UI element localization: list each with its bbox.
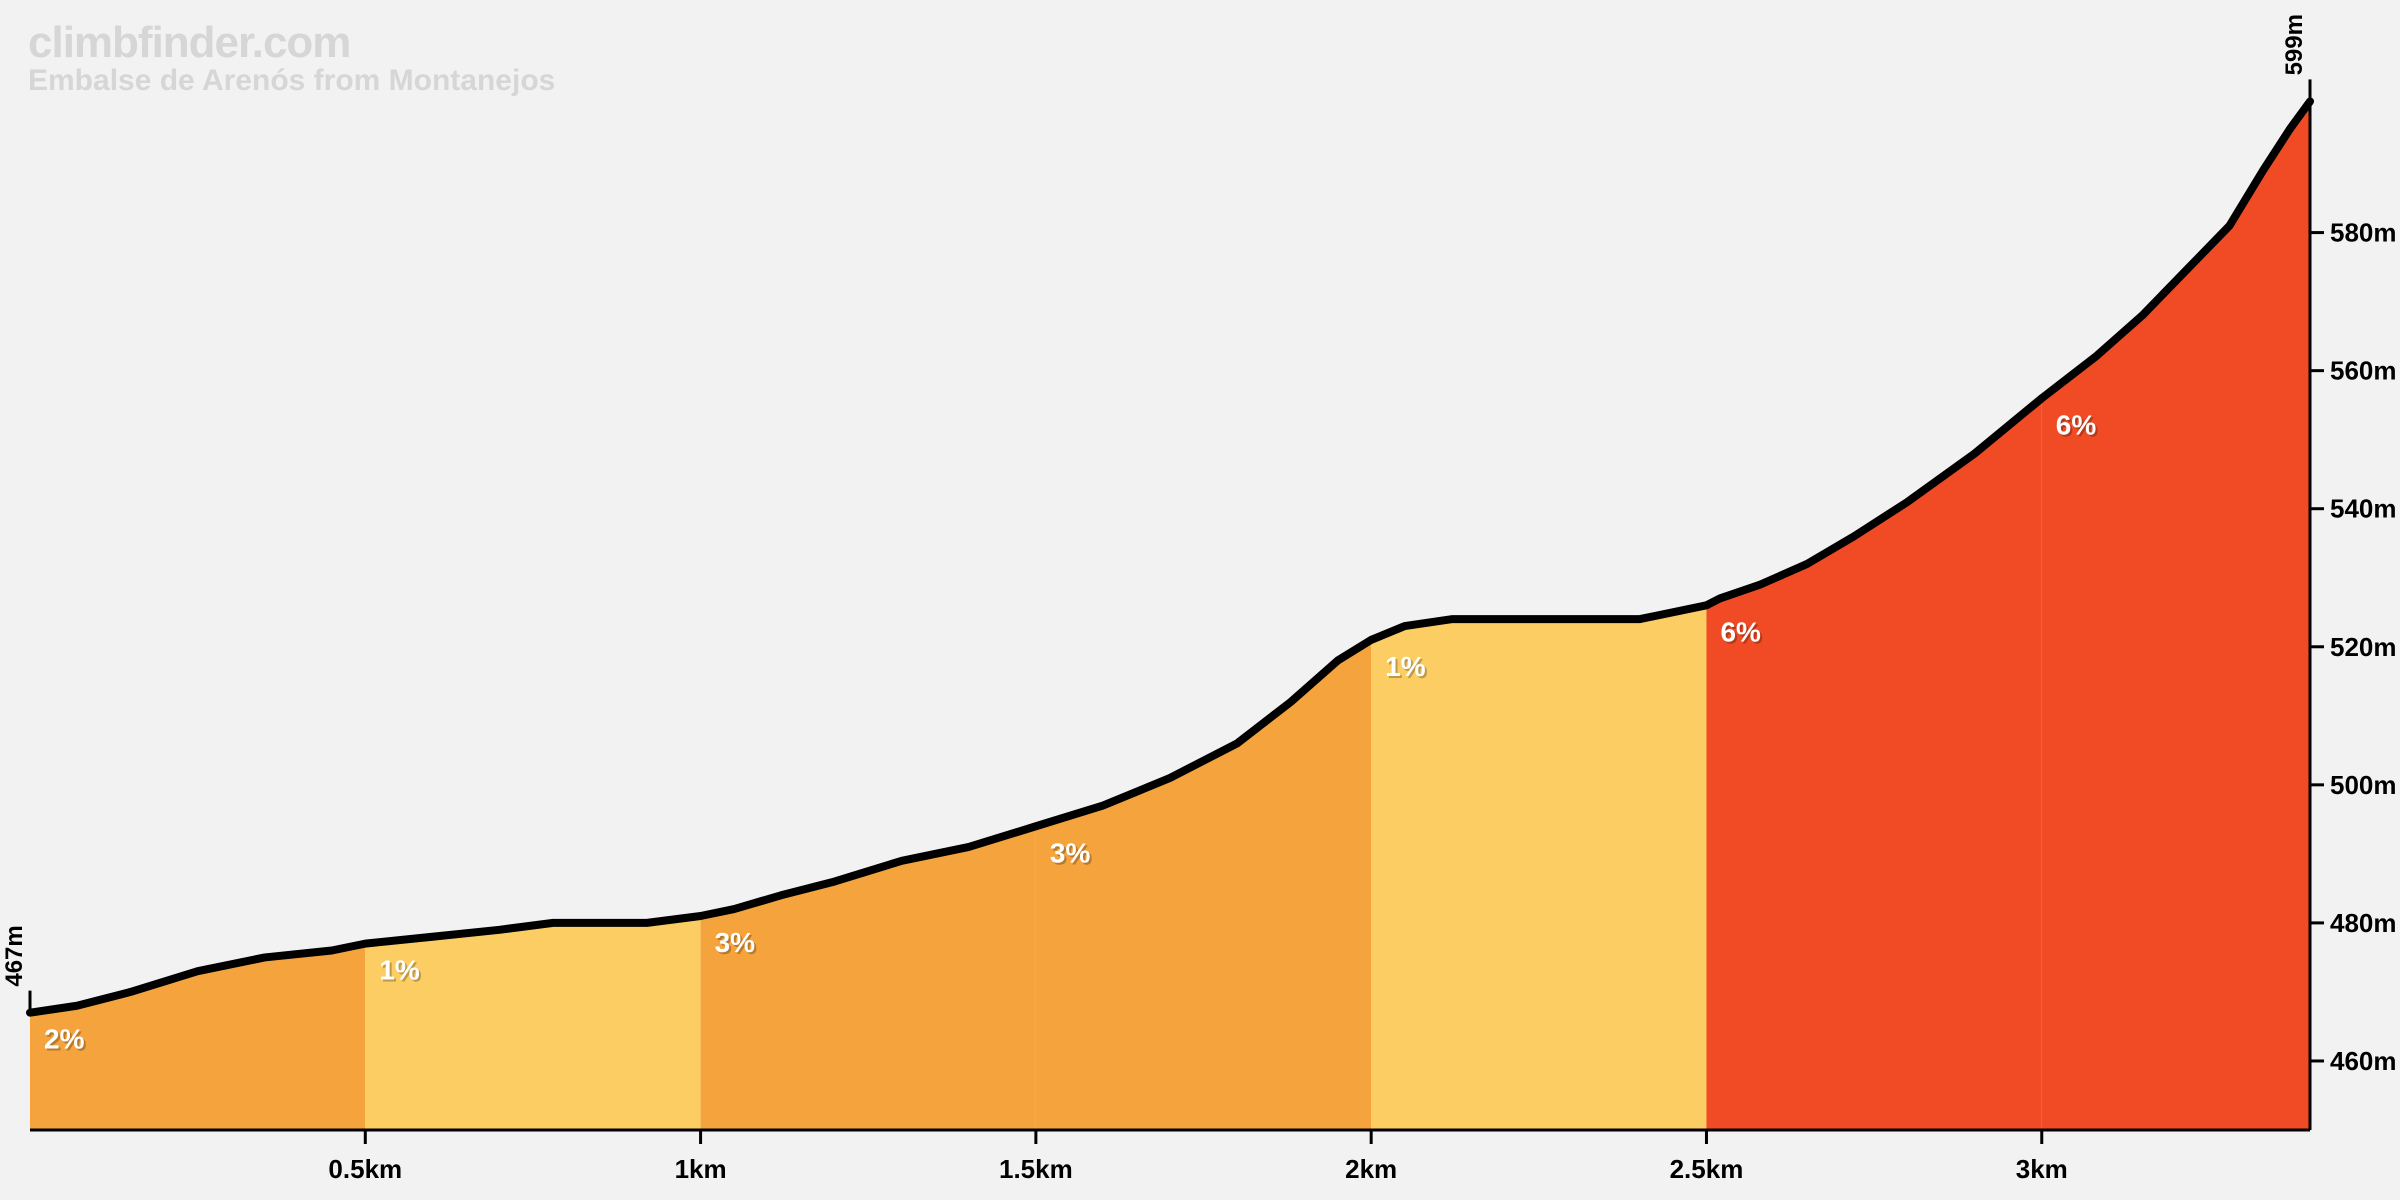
segment-grade-label: 6%: [2056, 409, 2097, 440]
segment-grade-label: 3%: [715, 927, 756, 958]
x-tick-label: 2.5km: [1670, 1154, 1744, 1184]
end-elevation-label: 599m: [2281, 14, 2308, 75]
segment-fill: [365, 916, 700, 1130]
x-tick-label: 0.5km: [328, 1154, 402, 1184]
y-tick-label: 520m: [2330, 632, 2397, 662]
start-elevation-label: 467m: [1, 925, 28, 986]
segment-grade-label: 1%: [379, 955, 420, 986]
x-tick-label: 3km: [2016, 1154, 2068, 1184]
y-tick-label: 500m: [2330, 770, 2397, 800]
x-tick-label: 1km: [675, 1154, 727, 1184]
segment-grade-label: 2%: [44, 1024, 85, 1055]
segment-grade-label: 1%: [1385, 651, 1426, 682]
chart-svg: 2%2%1%1%3%3%3%3%1%1%6%6%6%6%0.5km1km1.5k…: [0, 0, 2400, 1200]
segment-fill: [1371, 605, 1706, 1130]
elevation-chart: 2%2%1%1%3%3%3%3%1%1%6%6%6%6%0.5km1km1.5k…: [0, 0, 2400, 1200]
y-tick-label: 480m: [2330, 908, 2397, 938]
segment-grade-label: 3%: [1050, 837, 1091, 868]
segment-grade-label: 6%: [1720, 616, 1761, 647]
y-tick-label: 580m: [2330, 218, 2397, 248]
y-tick-label: 560m: [2330, 356, 2397, 386]
x-tick-label: 2km: [1345, 1154, 1397, 1184]
y-tick-label: 460m: [2330, 1046, 2397, 1076]
y-tick-label: 540m: [2330, 494, 2397, 524]
x-tick-label: 1.5km: [999, 1154, 1073, 1184]
